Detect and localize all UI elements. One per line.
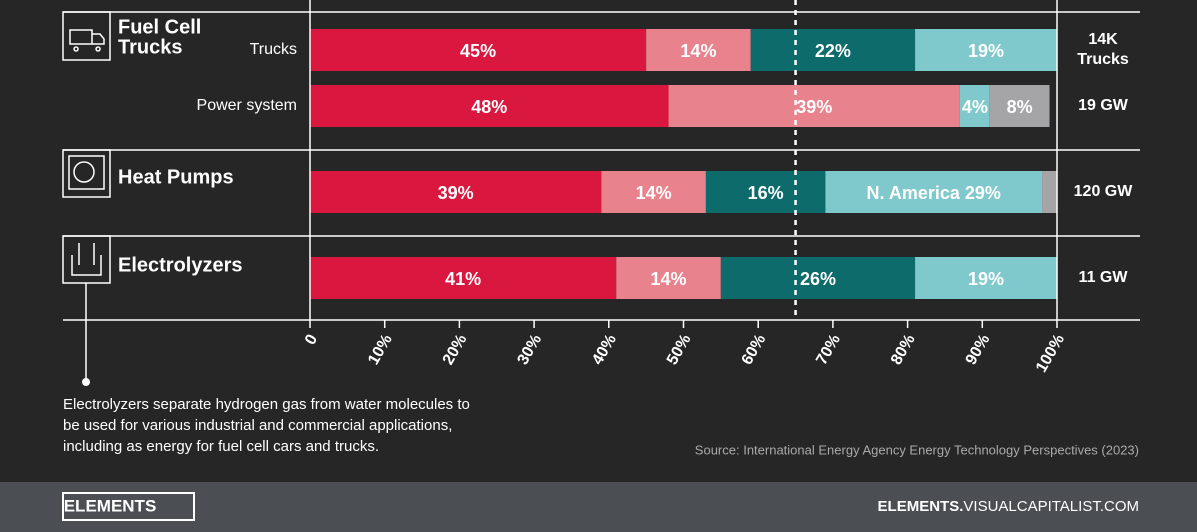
note-line: including as energy for fuel cell cars a… (63, 438, 379, 455)
bar-segment (825, 171, 1043, 213)
heat-pump-glyph (68, 155, 105, 190)
group-title: Electrolyzers (118, 254, 243, 276)
bar-segment (616, 257, 721, 299)
segment-label: 19% (968, 269, 1004, 289)
total-label: 14K (1088, 31, 1118, 48)
group-title: Fuel Cell (118, 16, 201, 38)
heat-pump-fan (73, 161, 95, 183)
source: Source: International Energy Agency Ener… (695, 442, 1139, 457)
group-title: Trucks (118, 36, 182, 58)
total-label: 120 GW (1074, 183, 1134, 200)
segment-label: 41% (445, 269, 481, 289)
segment-label: 45% (460, 41, 496, 61)
total-label: 19 GW (1078, 97, 1129, 114)
segment-label: 19% (968, 41, 1004, 61)
total-label: Trucks (1077, 51, 1129, 68)
site: ELEMENTS.VISUALCAPITALIST.COM (878, 498, 1139, 515)
segment-label: 48% (471, 97, 507, 117)
bar-segment (750, 29, 916, 71)
bar-segment (310, 171, 602, 213)
bar-segment (915, 257, 1057, 299)
bar-segment (705, 171, 826, 213)
segment-label: 39% (438, 183, 474, 203)
segment-label: 39% (796, 97, 832, 117)
segment-label: 26% (800, 269, 836, 289)
bar-segment (720, 257, 916, 299)
segment-label: N. America 29% (867, 183, 1001, 203)
segment-label: 14% (651, 269, 687, 289)
bar-segment (601, 171, 706, 213)
brand-box (62, 492, 195, 521)
bar-segment (646, 29, 751, 71)
electrolyzer-glyph (71, 243, 102, 276)
bar-segment (310, 29, 647, 71)
footer-bar (0, 482, 1197, 532)
note-line: be used for various industrial and comme… (63, 417, 452, 434)
segment-label: 4% (962, 97, 988, 117)
bar-segment (668, 85, 960, 127)
bar-segment (959, 85, 990, 127)
brand: ELEMENTS (64, 496, 157, 515)
segment-label: 8% (1007, 97, 1033, 117)
bar-segment (310, 85, 669, 127)
bar-segment (989, 85, 1050, 127)
group-title: Heat Pumps (118, 166, 234, 188)
total-label: 11 GW (1079, 269, 1129, 286)
segment-label: 14% (680, 41, 716, 61)
site-rest: VISUALCAPITALIST.COM (963, 498, 1139, 515)
site-bold: ELEMENTS. (878, 498, 964, 515)
note-line: Electrolyzers separate hydrogen gas from… (63, 396, 470, 413)
note-dot (82, 378, 90, 386)
row-label: Power system (197, 97, 297, 114)
bar-segment (915, 29, 1057, 71)
segment-label: 16% (748, 183, 784, 203)
bar-segment (310, 257, 617, 299)
segment-label: 14% (636, 183, 672, 203)
truck-glyph (69, 29, 105, 52)
bar-segment (1042, 171, 1057, 213)
row-label: Trucks (250, 41, 297, 58)
segment-label: 22% (815, 41, 851, 61)
